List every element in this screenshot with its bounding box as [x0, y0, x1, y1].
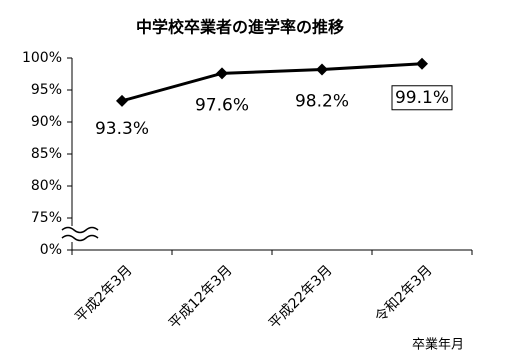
data-point — [116, 94, 128, 107]
data-point — [216, 67, 228, 80]
data-label: 93.3% — [95, 119, 149, 139]
data-label: 98.2% — [295, 92, 349, 112]
break-gap — [60, 226, 100, 242]
x-tick-label: 平成12年3月 — [166, 262, 236, 332]
data-label: 99.1% — [395, 88, 449, 108]
break-wave — [61, 226, 99, 234]
y-tick-label: 90% — [31, 114, 62, 130]
y-tick-label: 85% — [31, 146, 62, 162]
data-point — [416, 57, 428, 70]
x-axis-title: 卒業年月 — [412, 337, 464, 353]
y-tick-label: 95% — [31, 82, 62, 98]
data-label-bg — [192, 93, 252, 118]
break-wave — [61, 234, 99, 242]
data-point — [316, 63, 328, 76]
y-tick-label: 80% — [31, 178, 62, 194]
chart-title: 中学校卒業者の進学率の推移 — [136, 18, 344, 37]
x-tick-label: 平成2年3月 — [72, 262, 136, 326]
x-tick-label: 平成22年3月 — [266, 262, 336, 332]
data-label: 97.6% — [195, 95, 249, 115]
data-label-bg — [92, 116, 152, 141]
y-tick-label: 100% — [22, 50, 62, 66]
x-tick-label: 令和2年3月 — [372, 262, 436, 326]
data-label-bg — [391, 85, 453, 111]
data-line — [121, 62, 423, 103]
y-tick-label: 0% — [40, 242, 62, 258]
axis-break — [60, 226, 100, 242]
plot: 0% 75% 80% 85% 90% 95% 100% 平成2年3月 平成12年3月 平成22年3… — [22, 50, 473, 332]
y-tick-label: 75% — [31, 210, 62, 226]
data-label-bg — [292, 89, 352, 114]
